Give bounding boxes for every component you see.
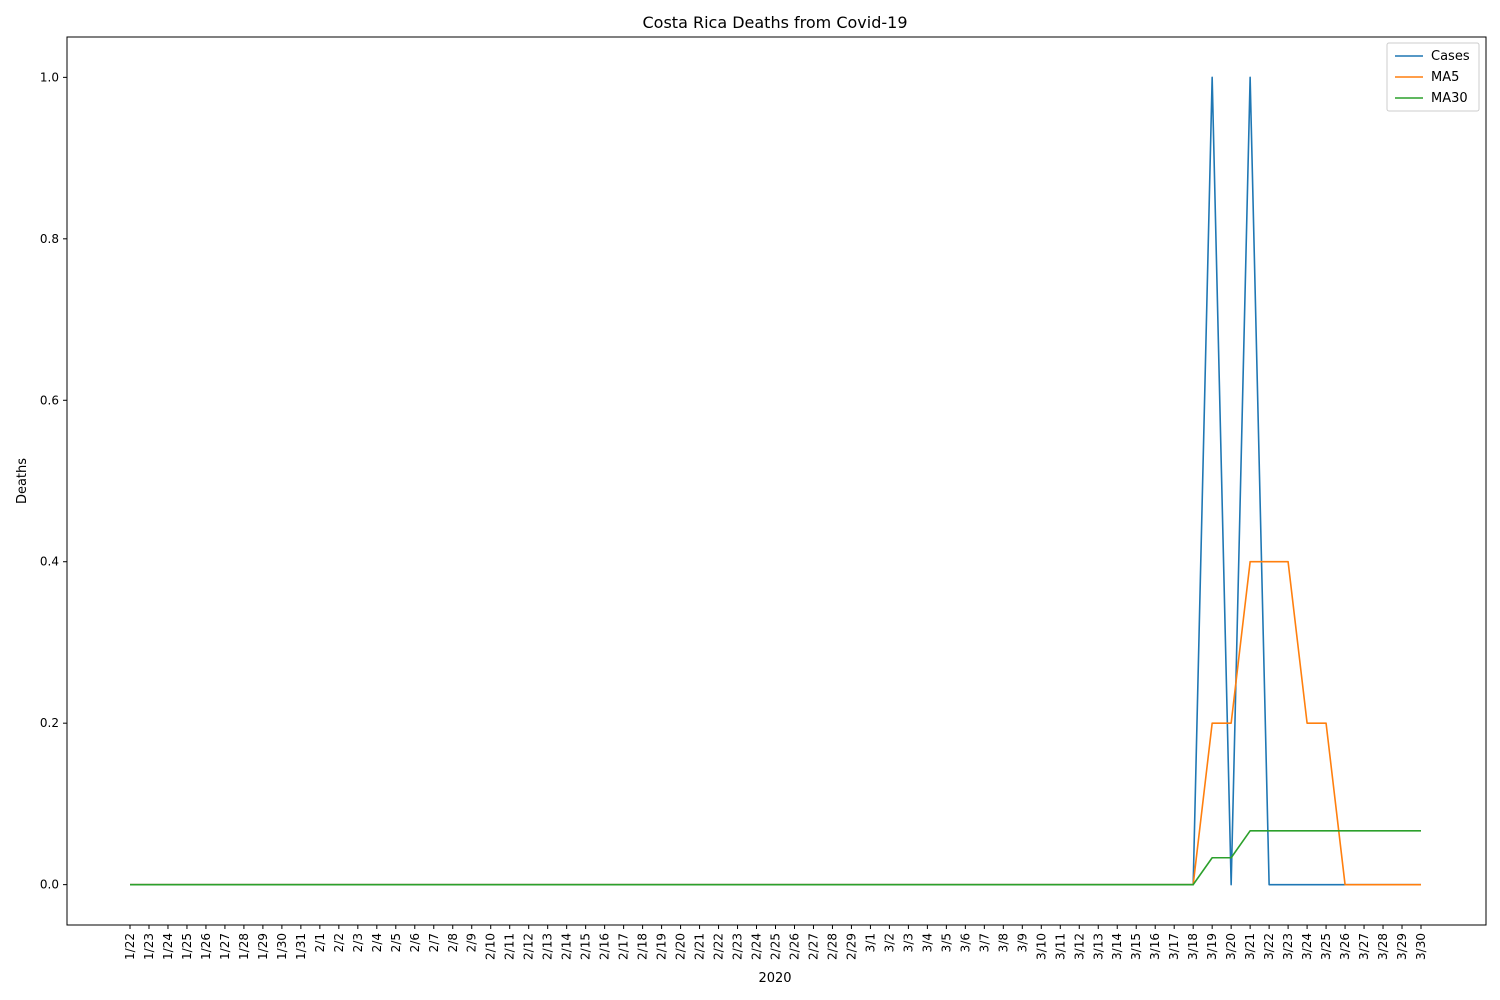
x-tick-label: 3/4 xyxy=(920,933,934,952)
x-tick-label: 3/24 xyxy=(1300,933,1314,960)
x-tick-label: 2/24 xyxy=(750,933,764,960)
x-tick-label: 2/21 xyxy=(693,933,707,960)
x-tick-label: 2/20 xyxy=(674,933,688,960)
x-tick-label: 1/22 xyxy=(123,933,137,960)
plot-frame xyxy=(66,36,1487,926)
chart-title: Costa Rica Deaths from Covid-19 xyxy=(643,13,908,32)
x-axis: 1/22 1/23 1/24 1/25 1/26 1/27 1/28 1/29 1/30 1/31… xyxy=(123,925,1428,960)
y-axis: 0.0 0.2 0.4 0.6 0.8 1.0 xyxy=(40,70,67,892)
x-tick-label: 3/26 xyxy=(1338,933,1352,960)
x-tick-label: 2/8 xyxy=(446,933,460,952)
x-tick-label: 2/29 xyxy=(844,933,858,960)
x-tick-label: 2/2 xyxy=(332,933,346,952)
x-tick-label: 1/23 xyxy=(142,933,156,960)
series-layer xyxy=(130,76,1421,886)
x-tick-label: 3/12 xyxy=(1072,933,1086,960)
x-tick-label: 1/24 xyxy=(161,933,175,960)
x-tick-label: 3/15 xyxy=(1129,933,1143,960)
x-tick-label: 3/8 xyxy=(996,933,1010,952)
x-tick-label: 2/10 xyxy=(484,933,498,960)
x-tick-label: 1/28 xyxy=(237,933,251,960)
legend-label: Cases xyxy=(1431,49,1470,64)
x-tick-label: 2/16 xyxy=(598,933,612,960)
x-tick-label: 3/13 xyxy=(1091,933,1105,960)
x-tick-label: 2/27 xyxy=(806,933,820,960)
x-tick-label: 2/14 xyxy=(560,933,574,960)
x-tick-label: 3/18 xyxy=(1186,933,1200,960)
x-tick-label: 3/3 xyxy=(901,933,915,952)
x-tick-label: 2/15 xyxy=(579,933,593,960)
x-tick-label: 2/25 xyxy=(769,933,783,960)
x-tick-label: 2/7 xyxy=(427,933,441,952)
x-tick-label: 3/20 xyxy=(1224,933,1238,960)
x-tick-label: 3/14 xyxy=(1110,933,1124,960)
x-tick-label: 3/7 xyxy=(977,933,991,952)
x-tick-label: 3/19 xyxy=(1205,933,1219,960)
x-tick-label: 3/29 xyxy=(1395,933,1409,960)
y-axis-label: Deaths xyxy=(15,458,30,504)
x-tick-label: 1/27 xyxy=(218,933,232,960)
x-tick-label: 2/12 xyxy=(522,933,536,960)
x-tick-label: 3/2 xyxy=(882,933,896,952)
x-tick-label: 3/21 xyxy=(1243,933,1257,960)
x-tick-label: 3/5 xyxy=(939,933,953,952)
x-tick-label: 1/31 xyxy=(294,933,308,960)
x-tick-label: 3/9 xyxy=(1015,933,1029,952)
legend: Cases MA5 MA30 xyxy=(1386,42,1480,112)
legend-box xyxy=(1386,42,1480,112)
x-tick-label: 2/19 xyxy=(655,933,669,960)
x-tick-label: 2/6 xyxy=(408,933,422,952)
y-tick-label: 1.0 xyxy=(40,70,59,84)
legend-label: MA5 xyxy=(1431,70,1459,85)
x-tick-label: 3/17 xyxy=(1167,933,1181,960)
x-tick-label: 3/6 xyxy=(958,933,972,952)
x-tick-label: 3/16 xyxy=(1148,933,1162,960)
x-tick-label: 2/3 xyxy=(351,933,365,952)
x-tick-label: 1/29 xyxy=(256,933,270,960)
x-tick-label: 3/22 xyxy=(1262,933,1276,960)
x-tick-label: 2/17 xyxy=(617,933,631,960)
x-tick-label: 3/1 xyxy=(863,933,877,952)
series-line-ma30 xyxy=(130,829,1421,886)
x-tick-label: 2/11 xyxy=(503,933,517,960)
x-tick-label: 2/26 xyxy=(787,933,801,960)
x-tick-label: 2/22 xyxy=(712,933,726,960)
x-tick-label: 3/10 xyxy=(1034,933,1048,960)
x-tick-label: 2/4 xyxy=(370,933,384,952)
legend-label: MA30 xyxy=(1431,91,1468,106)
x-tick-label: 3/27 xyxy=(1357,933,1371,960)
x-tick-label: 3/11 xyxy=(1053,933,1067,960)
x-tick-label: 2/23 xyxy=(731,933,745,960)
y-tick-label: 0.0 xyxy=(40,878,59,892)
y-tick-label: 0.6 xyxy=(40,393,59,407)
x-tick-label: 2/13 xyxy=(541,933,555,960)
x-tick-label: 1/30 xyxy=(275,933,289,960)
x-tick-label: 2/9 xyxy=(465,933,479,952)
y-tick-label: 0.4 xyxy=(40,555,59,569)
x-tick-label: 3/30 xyxy=(1414,933,1428,960)
plot-area xyxy=(67,37,1486,925)
y-tick-label: 0.8 xyxy=(40,232,59,246)
x-axis-label: 2020 xyxy=(758,971,791,986)
x-tick-label: 1/26 xyxy=(199,933,213,960)
x-tick-label: 2/5 xyxy=(389,933,403,952)
x-tick-label: 2/1 xyxy=(313,933,327,952)
x-tick-label: 3/23 xyxy=(1281,933,1295,960)
x-tick-label: 3/28 xyxy=(1376,933,1390,960)
x-tick-label: 3/25 xyxy=(1319,933,1333,960)
x-tick-label: 2/18 xyxy=(636,933,650,960)
y-tick-label: 0.2 xyxy=(40,716,59,730)
x-tick-label: 2/28 xyxy=(825,933,839,960)
x-tick-label: 1/25 xyxy=(180,933,194,960)
